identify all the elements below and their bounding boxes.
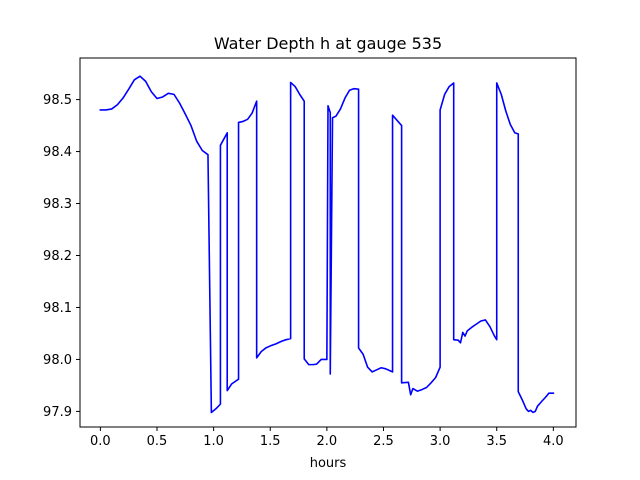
series-line bbox=[99, 75, 555, 414]
y-tick-label: 98.1 bbox=[43, 301, 72, 316]
plot-frame bbox=[79, 57, 577, 428]
x-tick-label: 0.0 bbox=[90, 434, 111, 449]
x-tick-label: 1.5 bbox=[260, 434, 281, 449]
y-tick-label: 98.4 bbox=[43, 145, 72, 160]
x-tick-label: 2.5 bbox=[373, 434, 394, 449]
plot-area bbox=[79, 57, 577, 428]
x-tick-label: 3.5 bbox=[486, 434, 507, 449]
chart-title: Water Depth h at gauge 535 bbox=[214, 34, 442, 53]
y-tick-label: 98.5 bbox=[43, 93, 72, 108]
y-tick-label: 97.9 bbox=[43, 405, 72, 420]
y-tick-label: 98.2 bbox=[43, 249, 72, 264]
y-tick-label: 98.0 bbox=[43, 353, 72, 368]
x-axis-label: hours bbox=[310, 456, 347, 471]
y-axis: 97.9 98.0 98.1 98.2 98.3 98.4 98.5 bbox=[43, 93, 80, 420]
x-tick-label: 3.0 bbox=[430, 434, 451, 449]
x-tick-label: 4.0 bbox=[543, 434, 564, 449]
y-tick-label: 98.3 bbox=[43, 197, 72, 212]
x-axis: 0.0 0.5 1.0 1.5 2.0 2.5 3.0 3.5 4.0 bbox=[90, 427, 564, 449]
x-tick-label: 1.0 bbox=[203, 434, 224, 449]
x-tick-label: 2.0 bbox=[317, 434, 338, 449]
x-tick-label: 0.5 bbox=[147, 434, 168, 449]
